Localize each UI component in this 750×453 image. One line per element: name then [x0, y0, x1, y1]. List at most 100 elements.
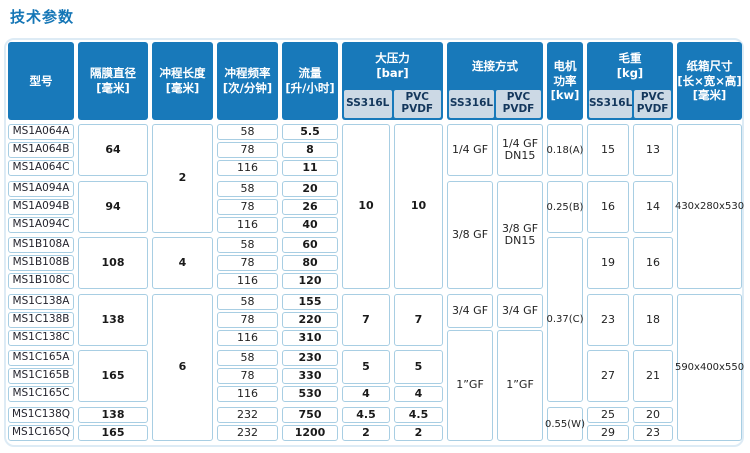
cell-stroke-frequency-r16: 232 [217, 407, 278, 423]
header-group-connection: 连接方式 SS316L PVC PVDF [447, 42, 543, 120]
cell-max-pressure-pvc-pvdf-r13: 5 [394, 350, 443, 384]
cell-carton-size-r10: 590x400x550 [675, 294, 744, 441]
cell-flow-rate-r16: 750 [282, 407, 338, 423]
cell-max-pressure-pvc-pvdf-r16: 4.5 [394, 407, 443, 423]
cell-diaphragm-diameter-r17: 165 [78, 425, 148, 441]
header-stroke-length: 冲程长度 [毫米] [152, 42, 213, 120]
cell-stroke-frequency-r17: 232 [217, 425, 278, 441]
header-group-title: 毛重 [kg] [616, 51, 644, 80]
cell-flow-rate-r14: 330 [282, 368, 338, 384]
cell-model-r13: MS1C165A [8, 350, 74, 366]
table-frame [4, 38, 744, 447]
header-carton-size: 纸箱尺寸 [长×宽×高] [毫米] [677, 42, 742, 120]
header-subrow: SS316L PVC PVDF [342, 90, 443, 120]
cell-model-r17: MS1C165Q [8, 425, 74, 441]
cell-max-pressure-ss316l-r16: 4.5 [342, 407, 390, 423]
cell-stroke-frequency-r5: 78 [217, 199, 278, 215]
cell-stroke-frequency-r7: 58 [217, 237, 278, 253]
header-subrow: SS316L PVC PVDF [587, 90, 673, 120]
cell-diaphragm-diameter-r4: 94 [78, 181, 148, 233]
cell-connection-pvc-pvdf-r10: 3/4 GF [497, 294, 543, 328]
subheader-gross-weight-ss316l: SS316L [589, 90, 633, 118]
cell-connection-pvc-pvdf-r12: 1”GF [497, 330, 543, 441]
cell-stroke-frequency-r4: 58 [217, 181, 278, 197]
cell-stroke-frequency-r6: 116 [217, 217, 278, 233]
cell-gross-weight-ss316l-r16: 25 [587, 407, 629, 423]
cell-flow-rate-r2: 8 [282, 142, 338, 158]
cell-model-r6: MS1A094C [8, 217, 74, 233]
cell-flow-rate-r7: 60 [282, 237, 338, 253]
header-group-gross-weight: 毛重 [kg] SS316L PVC PVDF [587, 42, 673, 120]
subheader-connection-ss316l: SS316L [449, 90, 494, 118]
cell-stroke-frequency-r15: 116 [217, 386, 278, 402]
cell-flow-rate-r13: 230 [282, 350, 338, 366]
cell-flow-rate-r11: 220 [282, 312, 338, 328]
cell-stroke-length-r1: 2 [152, 124, 213, 233]
cell-model-r7: MS1B108A [8, 237, 74, 253]
cell-gross-weight-ss316l-r17: 29 [587, 425, 629, 441]
cell-flow-rate-r15: 530 [282, 386, 338, 402]
cell-flow-rate-r5: 26 [282, 199, 338, 215]
cell-gross-weight-ss316l-r1: 15 [587, 124, 629, 176]
cell-gross-weight-ss316l-r4: 16 [587, 181, 629, 233]
subheader-max-pressure-ss316l: SS316L [344, 90, 392, 118]
cell-stroke-frequency-r9: 116 [217, 273, 278, 289]
cell-max-pressure-ss316l-r15: 4 [342, 386, 390, 402]
cell-stroke-frequency-r1: 58 [217, 124, 278, 140]
cell-connection-ss316l-r12: 1”GF [447, 330, 493, 441]
cell-carton-size-r1: 430x280x530 [675, 124, 744, 289]
header-subrow: SS316L PVC PVDF [447, 90, 543, 120]
cell-motor-power-r7: 0.37(C) [546, 237, 584, 402]
header-group-title: 连接方式 [472, 58, 518, 73]
cell-flow-rate-r4: 20 [282, 181, 338, 197]
cell-model-r4: MS1A094A [8, 181, 74, 197]
cell-model-r2: MS1A064B [8, 142, 74, 158]
cell-gross-weight-pvc-pvdf-r7: 16 [633, 237, 673, 289]
cell-flow-rate-r8: 80 [282, 255, 338, 271]
cell-gross-weight-ss316l-r13: 27 [587, 350, 629, 402]
cell-gross-weight-pvc-pvdf-r17: 23 [633, 425, 673, 441]
cell-stroke-frequency-r3: 116 [217, 160, 278, 176]
cell-max-pressure-ss316l-r1: 10 [342, 124, 390, 289]
cell-diaphragm-diameter-r10: 138 [78, 294, 148, 346]
cell-model-r3: MS1A064C [8, 160, 74, 176]
cell-flow-rate-r12: 310 [282, 330, 338, 346]
cell-max-pressure-pvc-pvdf-r17: 2 [394, 425, 443, 441]
cell-model-r16: MS1C138Q [8, 407, 74, 423]
cell-stroke-frequency-r14: 78 [217, 368, 278, 384]
subheader-max-pressure-pvc-pvdf: PVC PVDF [393, 90, 441, 118]
cell-gross-weight-pvc-pvdf-r1: 13 [633, 124, 673, 176]
cell-stroke-frequency-r8: 78 [217, 255, 278, 271]
cell-stroke-frequency-r13: 58 [217, 350, 278, 366]
cell-gross-weight-pvc-pvdf-r4: 14 [633, 181, 673, 233]
cell-gross-weight-pvc-pvdf-r16: 20 [633, 407, 673, 423]
cell-max-pressure-ss316l-r10: 7 [342, 294, 390, 346]
cell-model-r15: MS1C165C [8, 386, 74, 402]
cell-max-pressure-pvc-pvdf-r10: 7 [394, 294, 443, 346]
cell-connection-ss316l-r4: 3/8 GF [447, 181, 493, 289]
cell-flow-rate-r10: 155 [282, 294, 338, 310]
cell-model-r5: MS1A094B [8, 199, 74, 215]
cell-stroke-frequency-r12: 116 [217, 330, 278, 346]
cell-model-r10: MS1C138A [8, 294, 74, 310]
cell-diaphragm-diameter-r16: 138 [78, 407, 148, 423]
cell-model-r14: MS1C165B [8, 368, 74, 384]
header-model: 型号 [8, 42, 74, 120]
cell-motor-power-r4: 0.25(B) [547, 181, 583, 233]
cell-connection-ss316l-r10: 3/4 GF [447, 294, 493, 328]
header-flow-rate: 流量 [升/小时] [282, 42, 338, 120]
header-diaphragm-diameter: 隔膜直径 [毫米] [78, 42, 148, 120]
page-title: 技术参数 [10, 8, 75, 26]
subheader-connection-pvc-pvdf: PVC PVDF [496, 90, 541, 118]
cell-flow-rate-r9: 120 [282, 273, 338, 289]
cell-stroke-frequency-r10: 58 [217, 294, 278, 310]
header-stroke-frequency: 冲程频率 [次/分钟] [217, 42, 278, 120]
cell-flow-rate-r1: 5.5 [282, 124, 338, 140]
cell-diaphragm-diameter-r13: 165 [78, 350, 148, 402]
cell-max-pressure-ss316l-r17: 2 [342, 425, 390, 441]
cell-flow-rate-r3: 11 [282, 160, 338, 176]
header-motor-power: 电机 功率 [kw] [547, 42, 583, 120]
cell-motor-power-r16: 0.55(W) [545, 407, 585, 441]
cell-model-r9: MS1B108C [8, 273, 74, 289]
